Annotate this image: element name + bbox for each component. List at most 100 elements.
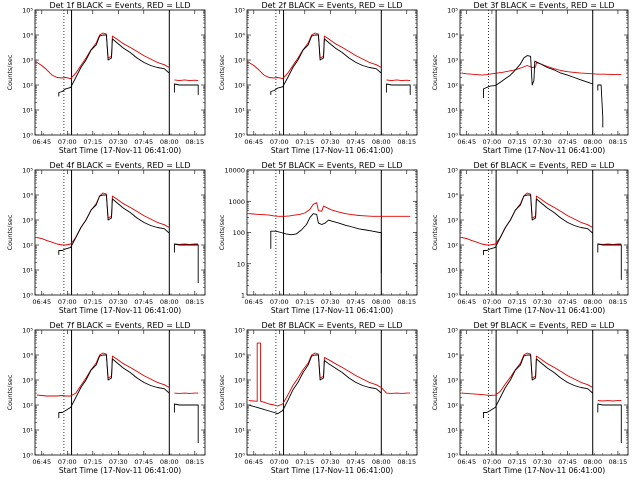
y-axis-label: Counts/sec [218, 374, 226, 410]
x-tick-label: 08:00 [583, 138, 602, 146]
series-line-lld [36, 192, 199, 246]
x-tick-label: 06:45 [244, 298, 263, 306]
y-tick-label: 10² [22, 82, 33, 90]
panel-det-8: 10⁰ 10¹ 10² 10³ 10⁴ 10⁵ 06:45 07:00 07:15 07:30 07… [218, 321, 418, 475]
y-tick-label: 10³ [447, 57, 458, 65]
y-tick-label: 10⁰ [234, 452, 245, 460]
y-axis-label: Counts/sec [431, 214, 439, 250]
y-axis-label: Counts/sec [6, 214, 14, 250]
y-tick-label: 10⁵ [234, 327, 245, 335]
x-tick-label: 06:45 [32, 458, 51, 466]
x-tick-label: 06:45 [32, 298, 51, 306]
x-tick-label: 07:00 [58, 138, 77, 146]
x-tick-label: 07:00 [270, 298, 289, 306]
y-tick-label: 10⁵ [234, 7, 245, 15]
series-line-lld [461, 192, 622, 246]
series-line-lld [461, 61, 622, 76]
x-tick-label: 08:00 [160, 458, 179, 466]
x-tick-label: 07:00 [58, 298, 77, 306]
x-tick-label: 08:15 [185, 138, 204, 146]
x-tick-label: 07:15 [295, 298, 314, 306]
y-tick-label: 10⁰ [22, 132, 33, 140]
x-tick-label: 07:00 [483, 138, 502, 146]
x-tick-label: 06:45 [244, 138, 263, 146]
x-tick-label: 07:30 [109, 298, 128, 306]
panel-det-6: 10⁰ 10¹ 10² 10³ 10⁴ 10⁵ 06:45 07:00 07:15 07:30 07… [431, 161, 629, 315]
y-tick-label: 10⁴ [447, 32, 458, 40]
x-tick-label: 07:00 [483, 298, 502, 306]
x-tick-label: 08:15 [397, 298, 416, 306]
panel-det-2: 10⁰ 10¹ 10² 10³ 10⁴ 10⁵ 06:45 07:00 07:15 07:30 07… [218, 1, 418, 155]
y-tick-label: 10² [22, 402, 33, 410]
x-tick-label: 08:15 [185, 298, 204, 306]
y-tick-label: 10 [237, 260, 245, 268]
x-tick-label: 07:45 [558, 458, 577, 466]
plot-frame [246, 329, 418, 456]
y-tick-label: 10⁵ [447, 7, 458, 15]
series-line-lld [36, 32, 199, 82]
y-tick-label: 10³ [22, 377, 33, 385]
y-tick-label: 10⁰ [22, 452, 33, 460]
x-tick-label: 07:15 [295, 138, 314, 146]
plot-frame [34, 169, 206, 296]
x-tick-label: 07:15 [508, 458, 527, 466]
x-axis-label: Start Time (17-Nov-11 06:41:00) [483, 306, 605, 315]
y-tick-label: 10¹ [447, 267, 458, 275]
x-axis-label: Start Time (17-Nov-11 06:41:00) [271, 146, 393, 155]
x-tick-label: 07:00 [58, 458, 77, 466]
panel-title: Det 1f BLACK = Events, RED = LLD [49, 1, 190, 10]
x-tick-label: 07:30 [321, 138, 340, 146]
y-axis-label: Counts/sec [6, 54, 14, 90]
x-tick-label: 07:15 [295, 458, 314, 466]
x-tick-label: 07:15 [508, 298, 527, 306]
x-axis-label: Start Time (17-Nov-11 06:41:00) [59, 466, 181, 475]
x-tick-label: 07:30 [533, 458, 552, 466]
series-line-events [270, 213, 382, 274]
x-tick-label: 08:00 [160, 138, 179, 146]
y-tick-label: 1 [241, 292, 245, 300]
x-tick-label: 07:15 [83, 298, 102, 306]
y-tick-label: 10⁵ [22, 167, 33, 175]
panel-title: Det 4f BLACK = Events, RED = LLD [49, 161, 190, 170]
y-tick-label: 10⁰ [447, 292, 458, 300]
x-tick-label: 08:00 [372, 458, 391, 466]
x-tick-label: 07:45 [346, 298, 365, 306]
x-tick-label: 06:45 [457, 298, 476, 306]
x-tick-label: 08:15 [397, 138, 416, 146]
y-tick-label: 1000 [228, 198, 245, 206]
y-tick-label: 10² [447, 402, 458, 410]
x-axis-label: Start Time (17-Nov-11 06:41:00) [271, 466, 393, 475]
y-tick-label: 10² [447, 242, 458, 250]
y-tick-label: 10² [447, 82, 458, 90]
panel-det-4: 10⁰ 10¹ 10² 10³ 10⁴ 10⁵ 06:45 07:00 07:15 07:30 07… [6, 161, 206, 315]
y-tick-label: 10⁰ [234, 132, 245, 140]
y-tick-label: 10000 [224, 167, 245, 175]
series-line-lld [248, 342, 411, 407]
y-tick-label: 10⁵ [22, 7, 33, 15]
series-line-events [270, 34, 411, 95]
y-tick-label: 10⁴ [234, 32, 245, 40]
panel-det-7: 10⁰ 10¹ 10² 10³ 10⁴ 10⁵ 06:45 07:00 07:15 07:30 07… [6, 321, 206, 475]
x-tick-label: 08:00 [372, 138, 391, 146]
y-tick-label: 10³ [22, 57, 33, 65]
x-tick-label: 07:45 [134, 298, 153, 306]
panel-det-5: 1 10 100 1000 10000 06:45 07:00 07:15 07:30 07:45… [218, 161, 418, 315]
series-line-lld [248, 202, 411, 217]
panel-det-1: 10⁰ 10¹ 10² 10³ 10⁴ 10⁵ 06:45 07:00 07:15 07:30 07… [6, 1, 206, 155]
y-tick-label: 10¹ [234, 107, 245, 115]
panel-title: Det 2f BLACK = Events, RED = LLD [261, 1, 402, 10]
series-line-lld [248, 32, 411, 82]
y-tick-label: 10⁰ [447, 132, 458, 140]
y-tick-label: 10⁵ [22, 327, 33, 335]
x-axis-label: Start Time (17-Nov-11 06:41:00) [483, 466, 605, 475]
plot-frame [459, 169, 629, 296]
x-tick-label: 07:15 [83, 458, 102, 466]
y-tick-label: 10¹ [447, 107, 458, 115]
y-tick-label: 10⁴ [447, 192, 458, 200]
y-tick-label: 10¹ [22, 267, 33, 275]
panel-det-9: 10⁰ 10¹ 10² 10³ 10⁴ 10⁵ 06:45 07:00 07:15 07:30 07… [431, 321, 629, 475]
x-tick-label: 08:00 [583, 458, 602, 466]
y-tick-label: 10¹ [22, 107, 33, 115]
x-tick-label: 07:30 [321, 298, 340, 306]
